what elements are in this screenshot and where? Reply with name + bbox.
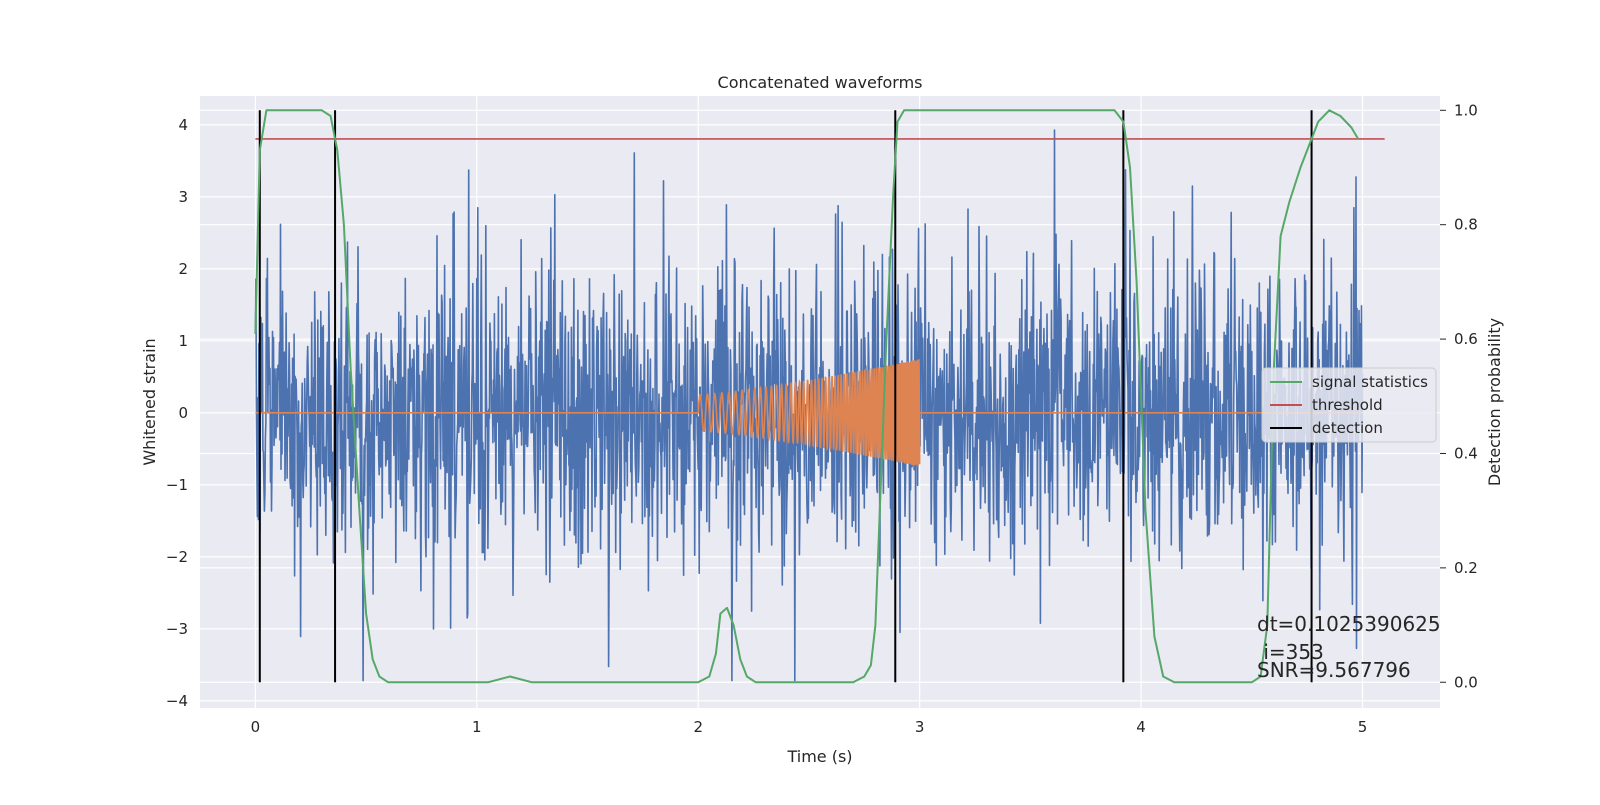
y2-tick-label: 0.4 xyxy=(1454,444,1478,462)
y-tick-label: −1 xyxy=(166,476,188,494)
y-tick-label: 1 xyxy=(178,332,188,350)
annotation-dt: dt=0.1025390625 xyxy=(1257,612,1441,636)
x-tick-label: 4 xyxy=(1136,718,1146,736)
y2-tick-label: 0.0 xyxy=(1454,673,1478,691)
legend-label-detection: detection xyxy=(1312,419,1383,437)
y2-tick-label: 0.8 xyxy=(1454,216,1478,234)
y-tick-label: −3 xyxy=(166,620,188,638)
y2-tick-label: 0.2 xyxy=(1454,559,1478,577)
x-tick-label: 0 xyxy=(251,718,261,736)
annotation-index: i=353 xyxy=(1257,640,1324,664)
y-tick-label: 2 xyxy=(178,260,188,278)
x-tick-label: 1 xyxy=(472,718,482,736)
x-axis-label: Time (s) xyxy=(786,747,852,766)
legend-frame xyxy=(1261,367,1437,443)
chart-title: Concatenated waveforms xyxy=(718,73,923,92)
y-tick-label: 3 xyxy=(178,188,188,206)
annotation-snr: SNR=9.567796 xyxy=(1257,658,1411,682)
series-signal-statistics xyxy=(254,109,1359,684)
legend-label-threshold: threshold xyxy=(1312,396,1383,414)
y2-tick-label: 0.6 xyxy=(1454,330,1478,348)
data-layer xyxy=(254,109,1385,684)
tick-labels: 0 1 2 3 4 5 −4 −3 −2 −1 0 1 2 3 4 0.0 0.2 0.4 0.6 0.8 1.0 xyxy=(166,101,1478,736)
y2-tick-label: 1.0 xyxy=(1454,101,1478,119)
legend: signal statistics threshold detection xyxy=(1261,367,1437,443)
legend-label-signal-statistics: signal statistics xyxy=(1312,373,1428,391)
y-tick-label: −2 xyxy=(166,548,188,566)
y-axis-label: Whitened strain xyxy=(140,338,159,465)
x-tick-label: 5 xyxy=(1358,718,1368,736)
y-tick-label: −4 xyxy=(166,692,188,710)
series-injected-waveform xyxy=(255,359,1363,467)
y-tick-label: 4 xyxy=(178,116,188,134)
y2-axis-label: Detection probability xyxy=(1485,318,1504,486)
x-tick-label: 3 xyxy=(915,718,925,736)
y-tick-label: 0 xyxy=(178,404,188,422)
x-tick-label: 2 xyxy=(693,718,703,736)
